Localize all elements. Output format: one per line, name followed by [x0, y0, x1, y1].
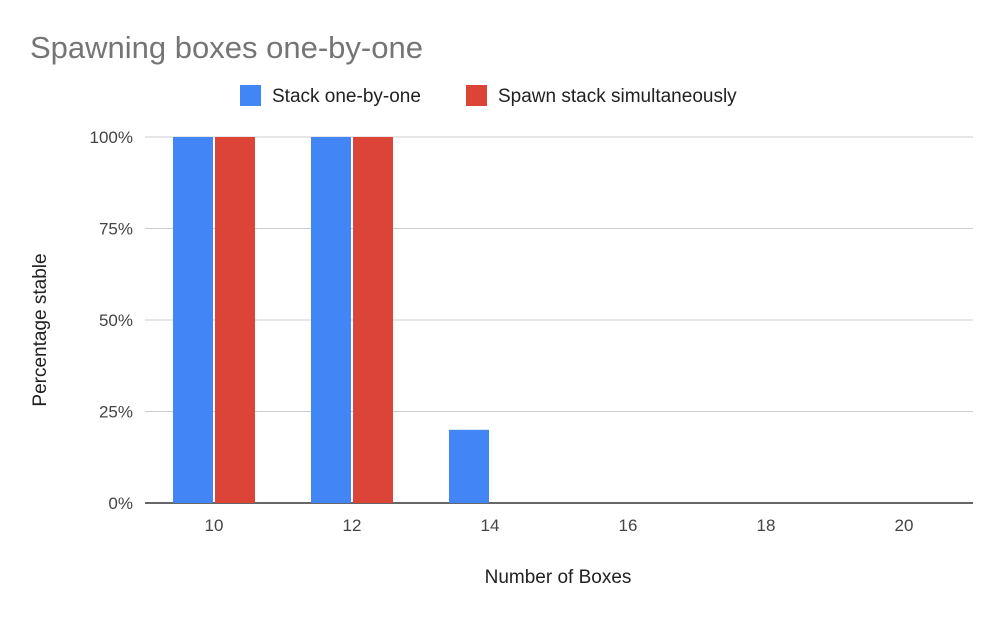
- y-axis-ticks: 0% 25% 50% 75% 100%: [90, 128, 133, 513]
- bar-stack-one-by-one-14: [449, 429, 489, 503]
- legend-label-stack-one-by-one: Stack one-by-one: [272, 86, 421, 107]
- gridlines: [145, 136, 973, 504]
- bar-stack-one-by-one-12: [311, 137, 351, 503]
- x-tick-label: 14: [481, 516, 500, 535]
- y-tick-label: 50%: [99, 311, 133, 330]
- bars: [173, 137, 489, 503]
- legend-swatch-spawn-stack-simultaneously: [466, 85, 487, 106]
- legend: Stack one-by-one Spawn stack simultaneou…: [240, 85, 737, 107]
- x-tick-label: 18: [757, 516, 776, 535]
- x-tick-label: 20: [895, 516, 914, 535]
- x-axis-title: Number of Boxes: [485, 567, 632, 588]
- x-tick-label: 10: [205, 516, 224, 535]
- y-axis-title: Percentage stable: [30, 253, 51, 406]
- y-tick-label: 0%: [108, 494, 133, 513]
- x-axis-ticks: 10 12 14 16 18 20: [205, 516, 914, 535]
- y-tick-label: 100%: [90, 128, 133, 147]
- chart-title: Spawning boxes one-by-one: [30, 30, 423, 65]
- legend-label-spawn-stack-simultaneously: Spawn stack simultaneously: [498, 86, 737, 107]
- bar-stack-one-by-one-10: [173, 137, 213, 503]
- bar-spawn-stack-simultaneously-12: [353, 137, 393, 503]
- y-tick-label: 75%: [99, 220, 133, 239]
- y-tick-label: 25%: [99, 403, 133, 422]
- bar-spawn-stack-simultaneously-10: [215, 137, 255, 503]
- legend-swatch-stack-one-by-one: [240, 85, 261, 106]
- x-tick-label: 12: [343, 516, 362, 535]
- x-tick-label: 16: [619, 516, 638, 535]
